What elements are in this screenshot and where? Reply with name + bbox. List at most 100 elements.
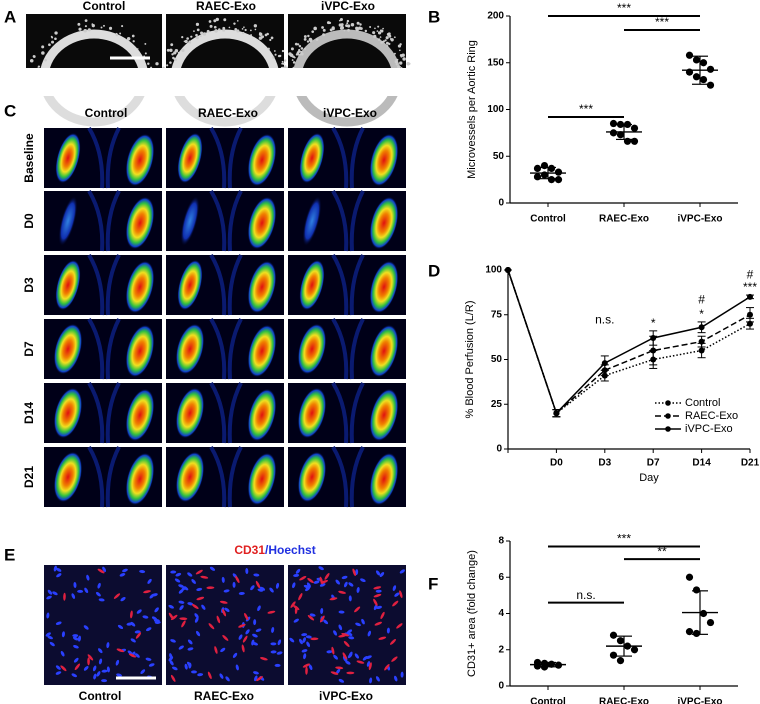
- capillary: [113, 593, 121, 599]
- left-paw: [55, 259, 81, 311]
- sprout: [270, 36, 274, 40]
- data-point: [554, 176, 563, 184]
- nucleus: [47, 589, 53, 595]
- x-tick-label: Control: [530, 697, 566, 704]
- nucleus: [379, 572, 385, 578]
- x-tick-label: D3: [598, 458, 611, 469]
- sprout: [87, 28, 91, 32]
- capillary: [244, 612, 249, 621]
- nucleus: [335, 668, 341, 674]
- sprout: [397, 65, 401, 69]
- capillary: [63, 592, 66, 601]
- nucleus: [145, 657, 152, 661]
- nucleus: [106, 642, 110, 649]
- nucleus: [140, 669, 146, 675]
- capillary: [319, 615, 325, 623]
- data-point: [706, 618, 715, 627]
- nucleus: [301, 633, 308, 637]
- sprout: [144, 42, 147, 45]
- nucleus: [71, 673, 78, 678]
- nucleus: [126, 622, 133, 626]
- sprout: [393, 52, 396, 55]
- nucleus: [302, 637, 307, 643]
- nucleus: [45, 632, 51, 637]
- sprout: [384, 39, 387, 42]
- legend-marker: [665, 413, 671, 419]
- data-point: [699, 609, 708, 618]
- data-point: [623, 137, 632, 145]
- y-tick-label: 100: [487, 104, 504, 115]
- nucleus: [122, 568, 128, 573]
- vessel-outline: [331, 381, 365, 444]
- panel-letter: E: [4, 545, 15, 564]
- sprout: [397, 44, 402, 48]
- sprout: [195, 33, 198, 37]
- nucleus: [98, 598, 105, 602]
- capillary: [396, 623, 403, 629]
- capillary: [130, 610, 133, 619]
- capillary: [235, 575, 240, 584]
- capillary: [200, 575, 209, 579]
- sprout: [401, 53, 405, 57]
- nucleus: [55, 671, 62, 675]
- nucleus: [197, 673, 204, 677]
- capillary: [267, 610, 276, 614]
- data-point: [692, 586, 701, 594]
- sprout: [300, 52, 304, 56]
- data-point: [692, 56, 701, 64]
- sprout: [377, 31, 382, 35]
- nucleus: [224, 607, 230, 613]
- sprout: [297, 49, 301, 53]
- nucleus: [179, 605, 184, 611]
- sprout: [394, 60, 398, 64]
- sprout: [190, 35, 193, 38]
- nucleus: [369, 677, 373, 684]
- data-point: [505, 267, 511, 273]
- histology-image: [44, 565, 162, 685]
- nucleus: [49, 641, 55, 647]
- capillary: [216, 615, 221, 624]
- data-point: [692, 73, 701, 81]
- sprout: [121, 25, 124, 28]
- capillary: [214, 646, 218, 654]
- nucleus: [335, 579, 341, 585]
- nucleus: [367, 630, 372, 637]
- data-point: [685, 68, 694, 76]
- nucleus: [276, 651, 283, 655]
- sprout: [346, 19, 350, 23]
- sprout: [358, 26, 362, 30]
- vessel-outline: [87, 445, 121, 508]
- data-point: [609, 651, 618, 659]
- sprout: [186, 37, 189, 40]
- sprout: [54, 31, 58, 35]
- sprout: [44, 58, 47, 62]
- panel-letter: C: [4, 101, 16, 120]
- sprout: [347, 28, 350, 32]
- nucleus: [293, 573, 300, 577]
- capillary: [374, 621, 382, 626]
- data-point: [609, 119, 618, 128]
- data-point: [616, 131, 625, 139]
- left-paw: [299, 132, 325, 184]
- sprout: [377, 38, 381, 41]
- annotation: *: [699, 307, 704, 321]
- sprout: [399, 49, 401, 52]
- nucleus: [101, 679, 108, 683]
- capillary: [384, 664, 390, 671]
- sprout: [282, 62, 285, 65]
- data-point: [706, 65, 715, 73]
- capillary: [368, 662, 372, 671]
- column-label: iVPC-Exo: [321, 0, 375, 13]
- nucleus: [97, 582, 101, 589]
- nucleus: [196, 630, 201, 637]
- legend-label: iVPC-Exo: [685, 423, 733, 435]
- capillary: [352, 568, 356, 577]
- capillary: [222, 634, 229, 641]
- x-tick-label: Control: [530, 214, 566, 225]
- nucleus: [169, 660, 174, 666]
- capillary: [256, 676, 263, 682]
- capillary: [329, 597, 338, 601]
- nucleus: [170, 639, 176, 643]
- nucleus: [92, 665, 97, 672]
- left-paw: [177, 132, 203, 184]
